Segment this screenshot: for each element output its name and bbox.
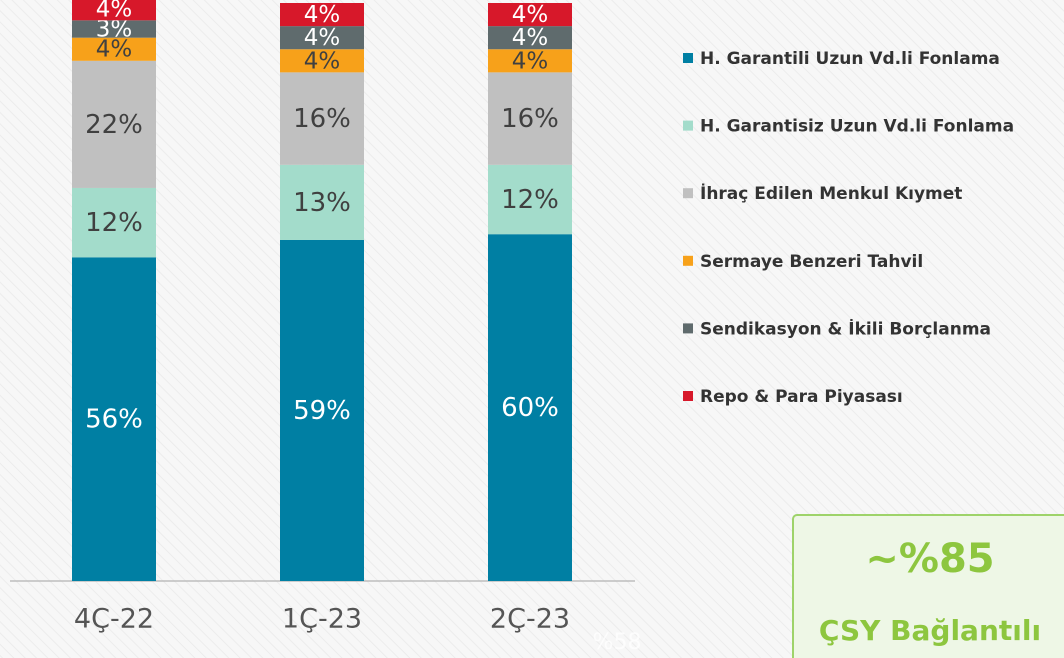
callout-value: ~%85 (865, 536, 994, 582)
bar-segment (280, 164, 364, 240)
callout-label: ÇSY Bağlantılı (819, 614, 1041, 647)
x-tick-label: 2Ç-23 (490, 604, 570, 635)
bar-segment (72, 20, 156, 38)
data-label: 59% (293, 396, 351, 426)
data-label: 13% (293, 188, 351, 218)
bar-segment (488, 72, 572, 165)
x-tick-label: 4Ç-22 (74, 604, 154, 635)
legend-label: Repo & Para Piyasası (700, 387, 903, 407)
legend-swatch (683, 53, 693, 63)
data-label: 56% (85, 405, 143, 435)
data-label: 4% (304, 25, 341, 51)
bar-segment (280, 72, 364, 165)
data-label: 12% (85, 208, 143, 238)
legend-label: Sendikasyon & İkili Borçlanma (700, 317, 991, 339)
bar-segment (72, 257, 156, 581)
data-label: 4% (304, 2, 341, 28)
bar-segment (72, 187, 156, 258)
bar-segment (488, 49, 572, 73)
data-label: 4% (304, 48, 341, 74)
legend-label: H. Garantili Uzun Vd.li Fonlama (700, 49, 1000, 69)
bar-segment (488, 26, 572, 50)
bar-segment (488, 234, 572, 581)
legend-swatch (683, 255, 693, 266)
legend-label: H. Garantisiz Uzun Vd.li Fonlama (700, 117, 1014, 137)
callout-box (792, 514, 1064, 658)
legend-label: İhraç Edilen Menkul Kıymet (700, 182, 962, 204)
data-label: 16% (293, 104, 351, 134)
legend-swatch (683, 188, 693, 199)
legend-swatch (683, 120, 693, 131)
x-tick-label: 1Ç-23 (282, 604, 362, 635)
bar-segment (280, 26, 364, 50)
legend-label: Sermaye Benzeri Tahvil (700, 252, 923, 272)
data-label: 22% (85, 110, 143, 140)
footnote: %58 (593, 630, 642, 655)
data-label: 4% (96, 0, 133, 22)
data-label: 12% (501, 185, 559, 215)
bar-segment (488, 3, 572, 27)
bar-segment (72, 0, 156, 21)
bar-segment (280, 239, 364, 582)
legend-swatch (683, 323, 693, 334)
bar-segment (72, 37, 156, 61)
data-label: 4% (512, 25, 549, 51)
data-label: 60% (501, 393, 559, 423)
bar-segment (280, 3, 364, 27)
data-label: 4% (512, 48, 549, 74)
data-label: 16% (501, 104, 559, 134)
data-label: 4% (512, 2, 549, 28)
bar-segment (488, 164, 572, 235)
data-label: 3% (96, 17, 133, 43)
bar-segment (72, 60, 156, 188)
legend-swatch (683, 391, 693, 401)
data-label: 4% (96, 37, 133, 63)
bar-segment (280, 49, 364, 73)
